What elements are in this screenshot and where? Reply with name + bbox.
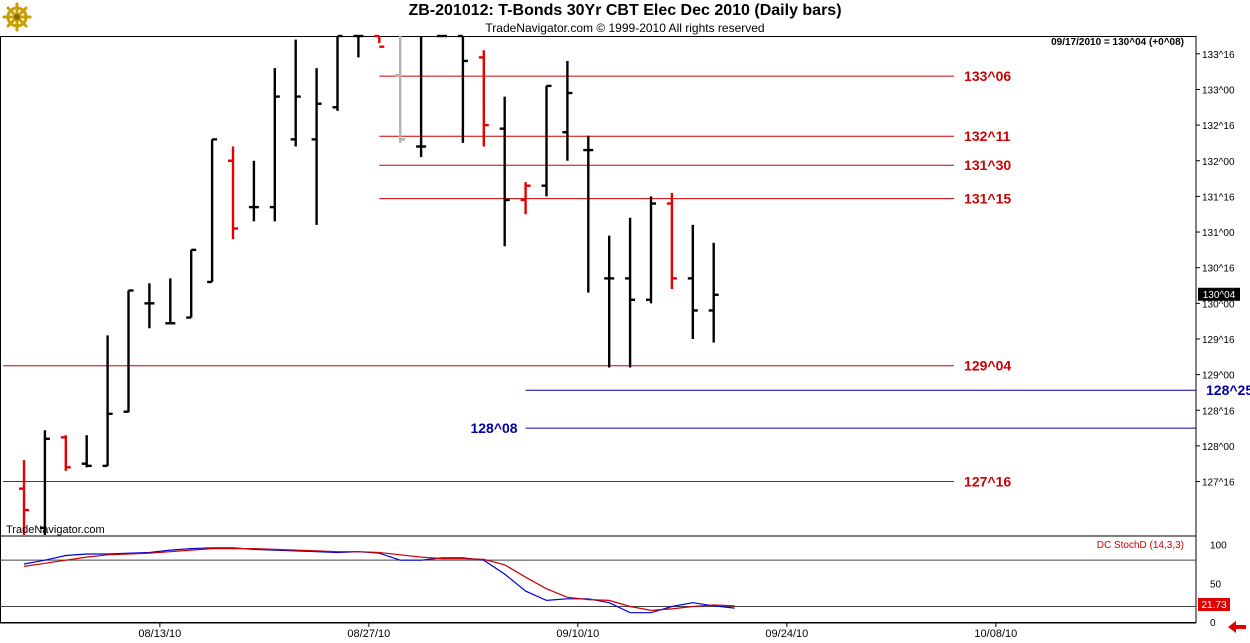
last-price-label: 130^04 <box>1203 290 1236 301</box>
stoch-last-value: 21.73 <box>1201 600 1226 611</box>
chart-frame <box>0 36 1197 624</box>
price-tick-8: 129^16 <box>1202 335 1235 346</box>
ohlc-bar-17 <box>374 34 385 48</box>
price-bars <box>19 34 719 535</box>
ohlc-bar-3 <box>81 435 92 468</box>
stochastic-panel: 100 50 0 DC StochD (14,3,3) 21.73 <box>0 540 1230 629</box>
price-tick-3: 132^00 <box>1202 157 1235 168</box>
price-tick-0: 133^16 <box>1202 50 1235 61</box>
ohlc-bar-16 <box>353 34 364 58</box>
last-price-box <box>1198 287 1240 301</box>
stoch-line-d <box>23 547 735 612</box>
ohlc-bar-6 <box>144 283 155 329</box>
ohlc-bar-15 <box>332 34 343 111</box>
chart-title: ZB-201012: T-Bonds 30Yr CBT Elec Dec 201… <box>408 2 842 19</box>
price-tick-7: 130^00 <box>1202 299 1235 310</box>
ohlc-bar-0 <box>19 460 29 535</box>
date-tick-4: 10/08/10 <box>974 628 1017 640</box>
stoch-tick-0: 100 <box>1210 541 1227 552</box>
last-price-readout: 09/17/2010 = 130^04 (+0^08) <box>1051 37 1184 48</box>
ohlc-bar-21 <box>457 34 468 143</box>
ohlc-bar-22 <box>478 50 489 147</box>
level-label-3: 131^15 <box>964 191 1011 207</box>
date-tick-0: 08/13/10 <box>138 628 181 640</box>
ohlc-bar-27 <box>583 135 594 293</box>
ohlc-bar-8 <box>186 248 197 319</box>
date-tick-3: 09/24/10 <box>765 628 808 640</box>
scroll-left-arrow-icon[interactable] <box>1225 620 1247 634</box>
ohlc-bar-28 <box>604 235 615 368</box>
level-label-7: 127^16 <box>964 474 1011 490</box>
watermark: TradeNavigator.com <box>6 524 105 536</box>
date-tick-1: 08/27/10 <box>347 628 390 640</box>
stoch-line-k <box>23 547 735 614</box>
level-label-0: 133^06 <box>964 68 1011 84</box>
level-label-2: 131^30 <box>964 157 1011 173</box>
level-label-5: 128^25 <box>1206 382 1250 398</box>
ohlc-bar-24 <box>520 182 531 215</box>
ohlc-bar-4 <box>102 335 113 468</box>
level-label-1: 132^11 <box>964 128 1011 144</box>
ohlc-bar-10 <box>228 146 238 240</box>
price-tick-1: 133^00 <box>1202 85 1235 96</box>
price-tick-10: 128^16 <box>1202 406 1235 417</box>
ohlc-bar-25 <box>541 84 552 197</box>
date-tick-2: 09/10/10 <box>556 628 599 640</box>
ohlc-bar-12 <box>269 68 280 222</box>
price-axis: 133^16 133^00 132^16 132^00 131^16 131^00 130^… <box>1196 50 1240 489</box>
ohlc-bar-1 <box>39 430 50 535</box>
ohlc-bar-13 <box>290 39 301 147</box>
price-levels: 133^06 132^11 131^30 131^15 129^04 128^25 128^… <box>3 68 1250 490</box>
ohlc-bar-29 <box>625 217 636 368</box>
ohlc-bar-18 <box>395 36 406 143</box>
ohlc-bar-33 <box>708 242 719 343</box>
ohlc-bar-14 <box>311 68 322 225</box>
date-axis: 08/13/10 08/27/10 09/10/10 09/24/10 10/08/10 <box>138 623 1017 640</box>
price-tick-9: 129^00 <box>1202 371 1235 382</box>
ohlc-bar-7 <box>165 278 176 325</box>
price-tick-2: 132^16 <box>1202 121 1235 132</box>
ohlc-bar-30 <box>646 196 656 304</box>
price-panel-border <box>0 36 1197 623</box>
ohlc-bar-5 <box>123 289 134 413</box>
level-label-4: 129^04 <box>964 358 1011 374</box>
price-tick-4: 131^16 <box>1202 192 1235 203</box>
ohlc-bar-2 <box>60 435 71 471</box>
ohlc-bar-11 <box>248 160 259 222</box>
stoch-tick-2: 0 <box>1210 618 1216 629</box>
price-tick-6: 130^16 <box>1202 264 1235 275</box>
stoch-title: DC StochD (14,3,3) <box>1097 540 1184 551</box>
ohlc-bar-9 <box>207 138 218 284</box>
chart-header: ZB-201012: T-Bonds 30Yr CBT Elec Dec 201… <box>0 0 1250 36</box>
stoch-last-box <box>1198 598 1230 611</box>
ohlc-bar-19 <box>416 36 427 158</box>
ohlc-bar-23 <box>499 96 510 247</box>
ohlc-bar-26 <box>562 60 573 161</box>
price-tick-12: 127^16 <box>1202 478 1235 489</box>
copyright-text: TradeNavigator.com © 1999-2010 All right… <box>485 21 765 35</box>
price-tick-5: 131^00 <box>1202 228 1235 239</box>
price-tick-11: 128^00 <box>1202 442 1235 453</box>
stoch-tick-1: 50 <box>1210 579 1222 590</box>
trade-navigator-logo-icon <box>2 2 32 32</box>
ohlc-bar-32 <box>687 224 698 339</box>
level-label-6: 128^08 <box>470 420 517 436</box>
ohlc-bar-31 <box>666 192 677 290</box>
